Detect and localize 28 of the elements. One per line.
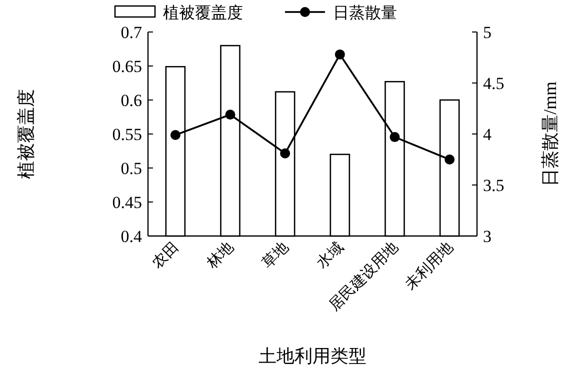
y-tick-label: 0.7 [120, 23, 142, 42]
y2-tick-label: 5 [483, 23, 492, 42]
point [334, 49, 345, 60]
legend-label: 日蒸散量 [333, 4, 397, 22]
y2-tick-label: 4 [483, 125, 492, 144]
x-axis-title: 土地利用类型 [258, 346, 366, 366]
y-tick-label: 0.5 [120, 159, 142, 178]
legend-label: 植被覆盖度 [163, 4, 243, 22]
y-tick-label: 0.65 [112, 57, 142, 76]
point [225, 110, 236, 120]
y-tick-label: 0.4 [120, 227, 142, 246]
x-tick-label: 农田 [150, 240, 182, 272]
y-tick-label: 0.55 [112, 125, 142, 144]
x-tick-label: 林地 [203, 238, 238, 273]
y2-tick-label: 3 [483, 227, 492, 246]
y2-tick-label: 3.5 [483, 176, 504, 195]
y-tick-label: 0.6 [120, 91, 142, 110]
x-tick-label: 未利用地 [402, 238, 456, 294]
x-tick-label: 草地 [258, 238, 292, 272]
x-tick-label: 水域 [314, 238, 347, 272]
y-tick-label: 0.45 [112, 193, 142, 212]
y-axis-title: 植被覆盖度 [16, 89, 36, 179]
point [390, 132, 400, 142]
point [444, 154, 455, 164]
point [280, 148, 290, 158]
point [170, 130, 180, 140]
y2-tick-label: 4.5 [483, 74, 504, 93]
y2-axis-title: 日蒸散量/mm [540, 81, 560, 187]
